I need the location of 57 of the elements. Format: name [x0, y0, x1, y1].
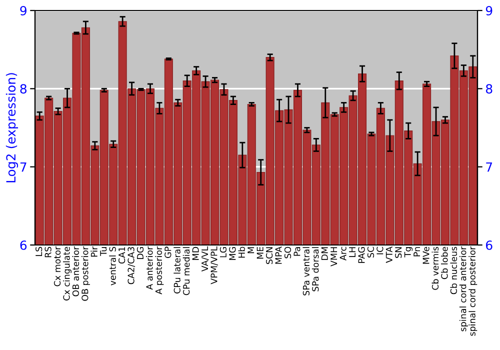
x-tick-label: LS — [36, 246, 42, 256]
x-tick-label: LG — [220, 247, 227, 258]
x-tick-label: Cb nucleus — [450, 246, 457, 294]
x-tick-label: Tu — [100, 247, 107, 256]
x-tick-label: CA2/CA3 — [128, 247, 136, 284]
x-tick-label: VTA — [386, 246, 392, 263]
x-tick-label: spinal cord posterior — [468, 246, 478, 336]
x-tick-label: DM — [321, 247, 328, 260]
x-tick-label: MD — [192, 246, 199, 260]
x-tick-label: LH — [349, 247, 356, 257]
x-tick-label: IC — [376, 246, 384, 254]
x-tick-label: Pn — [414, 247, 420, 256]
x-tick-label: OB posterior — [81, 246, 90, 301]
x-tick-label: CPu lateral — [174, 247, 180, 294]
x-tick-label: MPA — [275, 246, 282, 264]
x-tick-label: PAG — [358, 247, 365, 263]
x-tick-label: Pa — [294, 247, 300, 256]
y-tick-label: 7 — [20, 162, 26, 172]
x-tick-label: SN — [395, 247, 402, 258]
x-tick-label: MG — [229, 247, 236, 260]
x-tick-label: DG — [136, 247, 144, 260]
y2-tick-label: 9 — [486, 6, 492, 16]
x-tick-label: CA1 — [118, 247, 126, 264]
x-tick-label: A posterior — [155, 246, 164, 294]
y2-tick-label: 6 — [486, 240, 492, 250]
x-tick-label: MVe — [422, 246, 430, 264]
x-tick-label: spinal cord anterior — [459, 246, 468, 332]
x-tick-label: ME — [256, 246, 264, 259]
x-tick-label: SPa ventral — [302, 247, 310, 296]
x-tick-label: Arc — [340, 246, 346, 261]
x-tick-label: VMH — [330, 247, 338, 266]
y-tick-label: 9 — [20, 6, 26, 16]
y-tick-label: 8 — [20, 84, 27, 94]
x-tick-label: Pir — [90, 246, 98, 257]
x-tick-label: Cb vermis — [432, 246, 439, 290]
x-tick-label: Cx cingulate — [63, 246, 72, 300]
x-tick-label: Tg — [404, 247, 413, 258]
x-tick-label: OB anterior — [72, 246, 80, 296]
x-tick-label: A anterior — [146, 246, 153, 290]
x-tick-label: RS — [44, 246, 52, 258]
x-tick-label: SO — [284, 246, 292, 258]
x-tick-label: SC — [367, 246, 374, 258]
x-tick-label: Cx motor — [54, 246, 61, 286]
x-tick-label: CPu medial — [182, 247, 190, 296]
x-tick-label: ventral S — [109, 246, 116, 286]
x-tick-label: Hb — [238, 246, 245, 258]
x-tick-label: SCN — [266, 247, 273, 264]
x-tick-label: M — [248, 247, 254, 254]
y-tick-label: 6 — [20, 240, 27, 250]
y2-tick-label: 8 — [486, 84, 492, 94]
y-axis-title: Log2 (expression) — [6, 73, 18, 182]
x-tick-label: VPM/VPL — [210, 246, 218, 284]
x-tick-label: VA/VL — [202, 246, 209, 272]
y2-tick-label: 7 — [486, 162, 492, 172]
x-tick-label: SPa dorsal — [312, 247, 319, 292]
x-tick-label: Cb lobe — [441, 246, 448, 280]
x-tick-label: GP — [164, 246, 172, 258]
